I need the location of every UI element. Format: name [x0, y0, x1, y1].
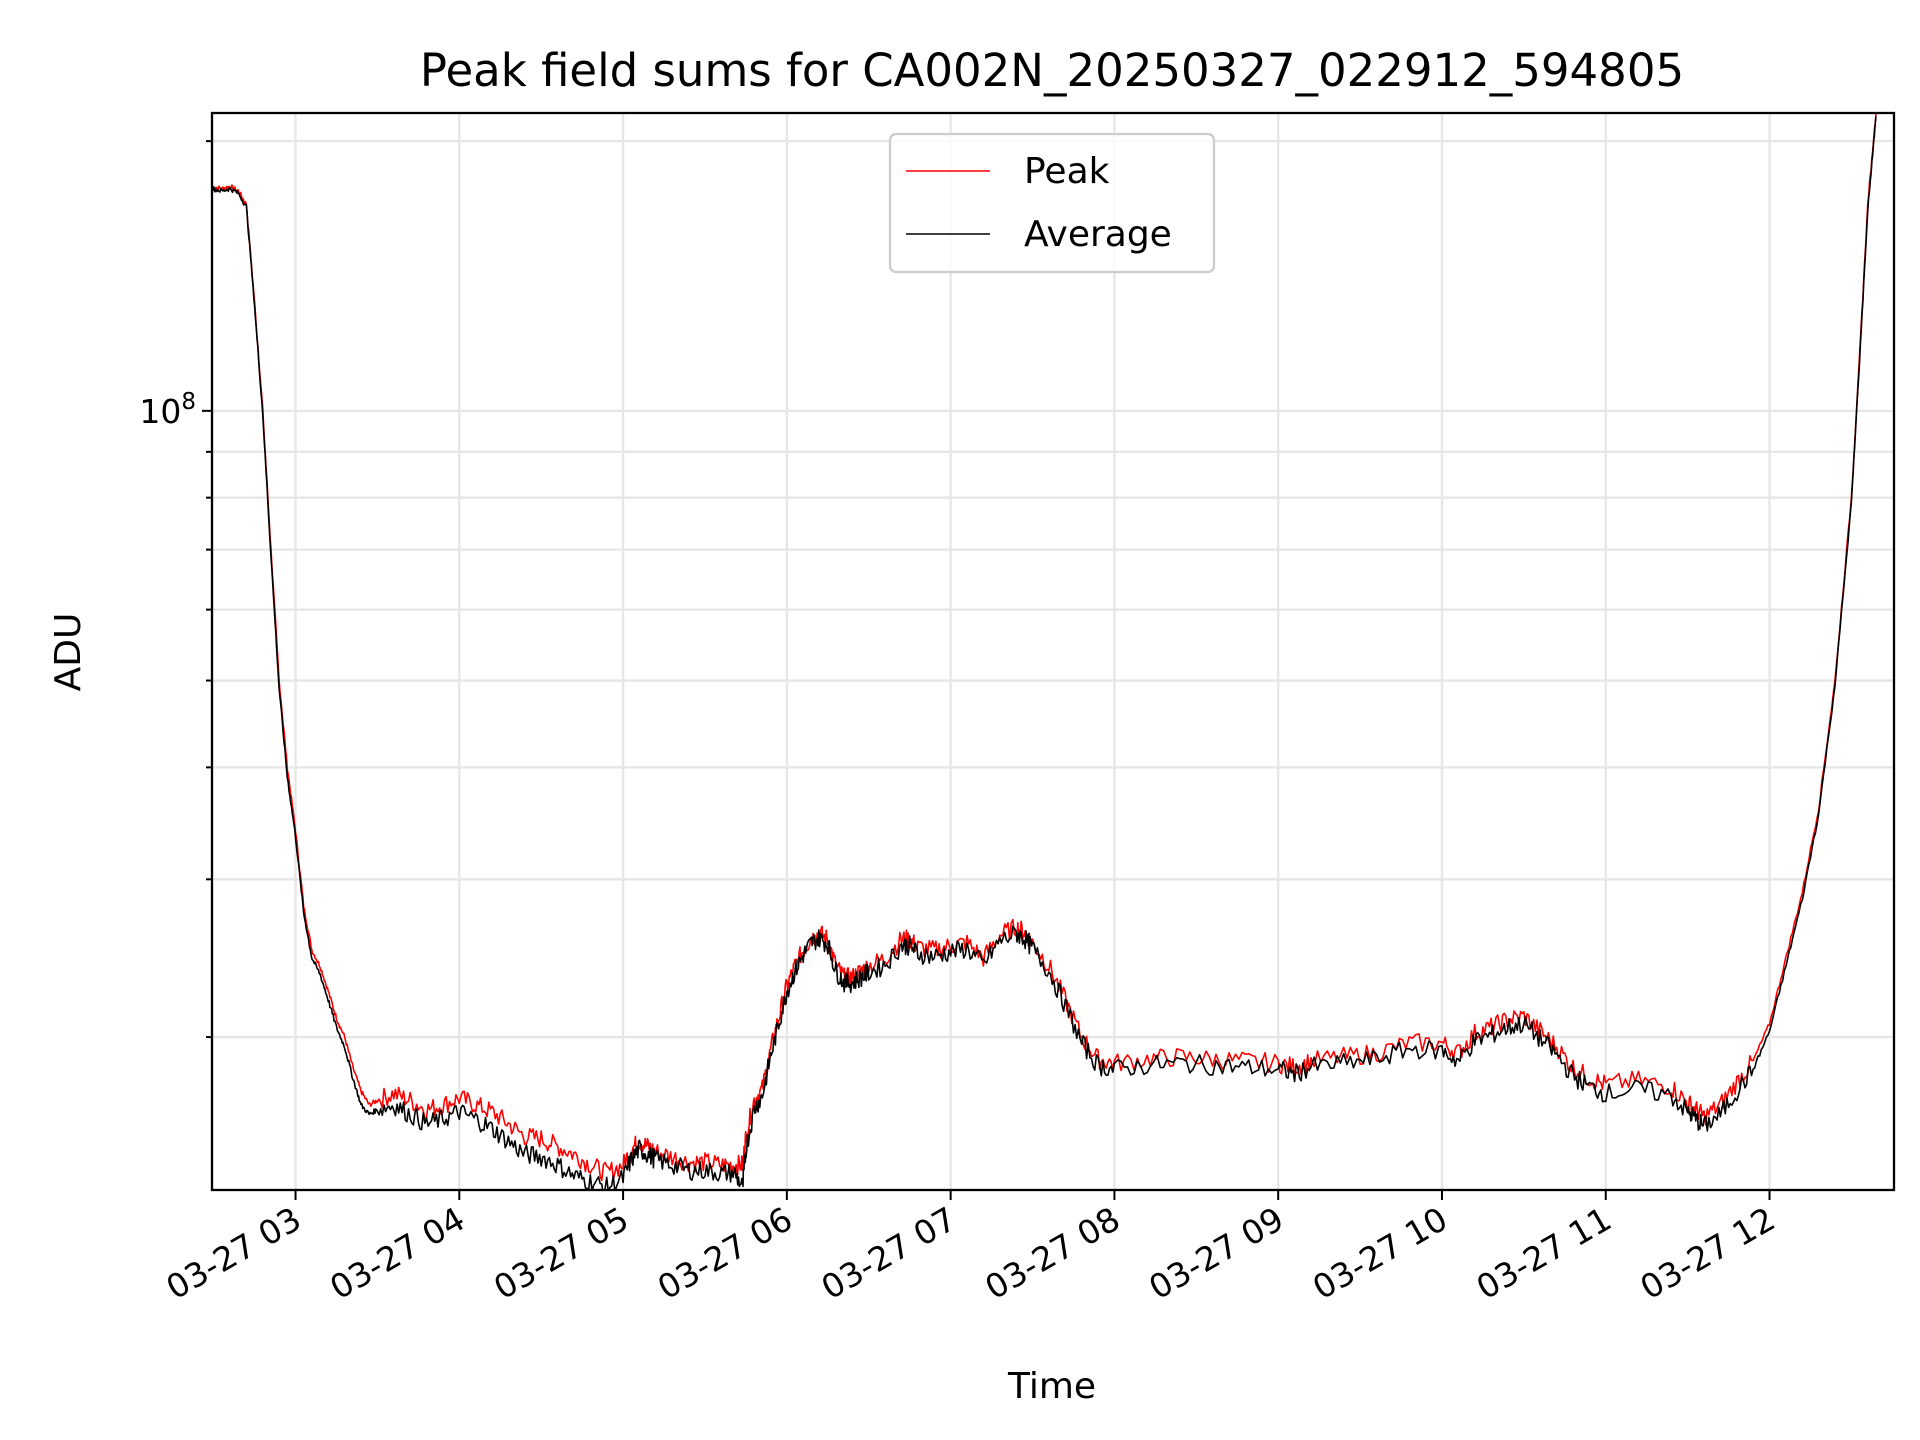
- series-line-peak: [212, 113, 1877, 1182]
- plot-frame: [210, 111, 1896, 1192]
- legend-label-average: Average: [1024, 214, 1172, 255]
- y-axis-label: ADU: [48, 613, 89, 692]
- legend-box: [888, 132, 1216, 274]
- x-axis-label: Time: [1007, 1366, 1096, 1407]
- legend: Peak Average: [888, 132, 1216, 274]
- grid: [212, 113, 1894, 1190]
- series-line-average: [212, 116, 1877, 1190]
- series-layer: [212, 113, 1877, 1190]
- y-tick-label: 108: [139, 389, 196, 431]
- chart-title: Peak field sums for CA002N_20250327_0229…: [420, 44, 1684, 97]
- legend-label-peak: Peak: [1024, 151, 1110, 192]
